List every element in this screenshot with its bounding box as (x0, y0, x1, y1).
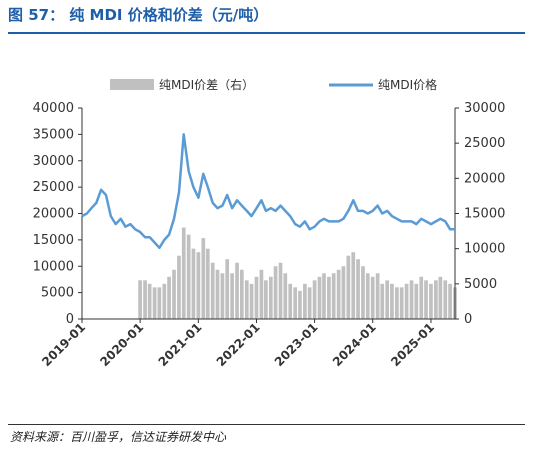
left-tick-label: 25000 (33, 180, 74, 195)
left-tick-label: 35000 (33, 127, 74, 142)
spread-bar (327, 276, 331, 319)
spread-bar (317, 276, 322, 319)
spread-bar (293, 287, 298, 319)
legend-swatch-spread (110, 79, 154, 90)
legend-label-price: 纯MDI价格 (378, 77, 437, 92)
spread-bar (278, 262, 283, 319)
spread-bar (239, 269, 244, 319)
spread-bar (215, 269, 220, 319)
spread-bar (409, 280, 414, 319)
spread-bar (235, 262, 239, 319)
spread-bar (370, 276, 375, 319)
spread-bar (172, 269, 176, 319)
spread-bar (147, 283, 152, 319)
chart-legend: 纯MDI价差（右） 纯MDI价格 (110, 77, 437, 92)
spread-bar (331, 273, 336, 319)
x-tick-label: 2021-01 (156, 320, 205, 369)
spread-bar (424, 280, 428, 319)
x-tick-label: 2023-01 (272, 320, 321, 369)
right-tick-label: 30000 (464, 101, 505, 116)
spread-bar (429, 283, 433, 319)
spread-bar (162, 283, 167, 319)
x-tick-label: 2022-01 (214, 320, 263, 369)
left-tick-label: 40000 (33, 101, 74, 116)
series-line-price (81, 133, 455, 250)
spread-bar (186, 234, 191, 319)
figure-title: 图 57： 纯 MDI 价格和价差（元/吨） (8, 6, 269, 24)
spread-bar (312, 280, 317, 319)
spread-bar (143, 280, 147, 319)
spread-bar (268, 276, 273, 319)
right-tick-label: 15000 (464, 207, 505, 222)
spread-bar (157, 287, 162, 319)
right-tick-label: 0 (464, 312, 472, 327)
spread-bar (288, 283, 293, 319)
spread-bar (395, 287, 399, 319)
spread-bar (361, 266, 365, 319)
spread-bar (181, 227, 186, 319)
spread-bar (152, 287, 157, 319)
spread-bar (341, 266, 346, 319)
spread-bar (404, 283, 409, 319)
spread-bar (443, 280, 448, 319)
spread-bar (191, 248, 196, 319)
spread-bar (380, 283, 385, 319)
spread-bar (210, 262, 215, 319)
spread-bar (448, 283, 452, 319)
spread-bar (351, 252, 356, 319)
spread-bar (346, 255, 351, 319)
spread-bar (438, 276, 443, 319)
left-tick-label: 10000 (33, 259, 74, 274)
right-tick-label: 25000 (464, 136, 505, 151)
spread-bar (414, 283, 419, 319)
right-tick-label: 5000 (464, 277, 497, 292)
legend-label-spread: 纯MDI价差（右） (159, 77, 254, 92)
x-tick-label: 2020-01 (97, 320, 146, 369)
spread-bar (336, 269, 341, 319)
spread-bar (167, 276, 171, 319)
spread-bar (399, 287, 404, 319)
left-tick-label: 15000 (33, 233, 74, 248)
spread-bar (244, 280, 249, 319)
spread-bar (225, 259, 230, 319)
spread-bar (201, 238, 206, 319)
left-tick-label: 0 (66, 312, 74, 327)
spread-bar (322, 273, 326, 319)
left-tick-label: 5000 (41, 286, 74, 301)
left-tick-label: 20000 (33, 207, 74, 222)
spread-bar (434, 280, 438, 319)
spread-bar (273, 266, 278, 319)
x-tick-label: 2025-01 (388, 320, 437, 369)
spread-bar (390, 283, 394, 319)
spread-bar (254, 276, 259, 319)
spread-bar (298, 290, 302, 319)
spread-bar (230, 273, 234, 319)
chart: 纯MDI价差（右） 纯MDI价格 0 5000 10000 15000 20000 250… (33, 77, 506, 369)
spread-bar (205, 248, 210, 319)
spread-bar (249, 283, 254, 319)
right-tick-label: 10000 (464, 242, 505, 257)
spread-bar (303, 283, 307, 319)
title-rule (8, 32, 525, 34)
spread-bar (375, 273, 380, 319)
spread-bar (177, 255, 181, 319)
spread-bar (419, 276, 424, 319)
spread-bar (196, 252, 201, 319)
spread-bar (259, 269, 264, 319)
spread-bar (365, 273, 370, 319)
spread-bar (283, 273, 288, 319)
x-tick-label: 2024-01 (330, 320, 379, 369)
source-rule (8, 424, 525, 425)
spread-bar (264, 280, 268, 319)
spread-bar (356, 259, 360, 319)
right-tick-label: 20000 (464, 171, 505, 186)
spread-bar (385, 280, 390, 319)
spread-bar (138, 280, 142, 319)
x-tick-label: 2019-01 (39, 320, 88, 369)
spread-bar (220, 273, 225, 319)
figure-source: 资料来源：百川盈孚，信达证券研发中心 (10, 430, 227, 444)
spread-bar (307, 287, 312, 319)
left-tick-label: 30000 (33, 154, 74, 169)
